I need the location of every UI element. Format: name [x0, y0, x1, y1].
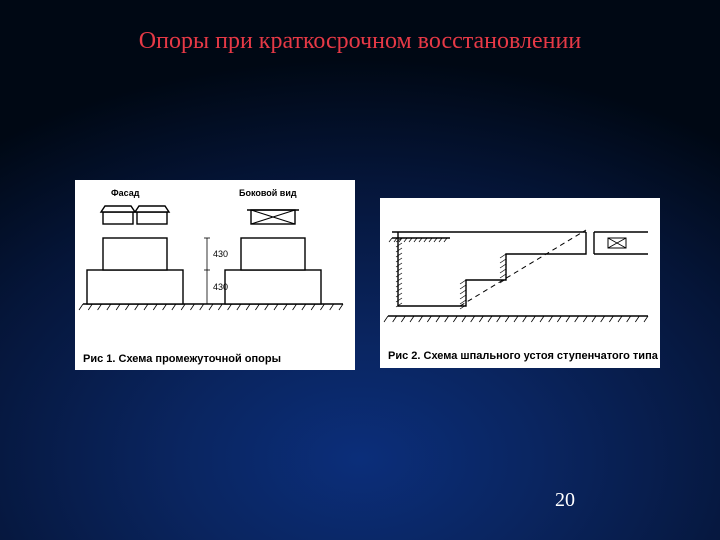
svg-text:430: 430	[213, 282, 228, 292]
figure-2-panel: Рис 2. Схема шпального устоя ступенчатог…	[380, 198, 660, 368]
svg-text:Боковой вид: Боковой вид	[239, 188, 297, 198]
slide-title: Опоры при краткосрочном восстановлении	[0, 28, 720, 55]
figure-1-caption: Рис 1. Схема промежуточной опоры	[83, 353, 281, 365]
figure-2-caption: Рис 2. Схема шпального устоя ступенчатог…	[388, 350, 658, 362]
slide: Опоры при краткосрочном восстановлении Ф…	[0, 0, 720, 540]
svg-text:Фасад: Фасад	[111, 188, 140, 198]
figure-1-svg: Фасад Боковой вид 430 430	[75, 180, 355, 340]
page-number: 20	[555, 489, 575, 512]
figures-row: Фасад Боковой вид 430 430 Рис 1. Схема пром…	[75, 180, 660, 370]
figure-1-panel: Фасад Боковой вид 430 430 Рис 1. Схема пром…	[75, 180, 355, 370]
svg-text:430: 430	[213, 249, 228, 259]
figure-2-svg	[380, 198, 660, 336]
